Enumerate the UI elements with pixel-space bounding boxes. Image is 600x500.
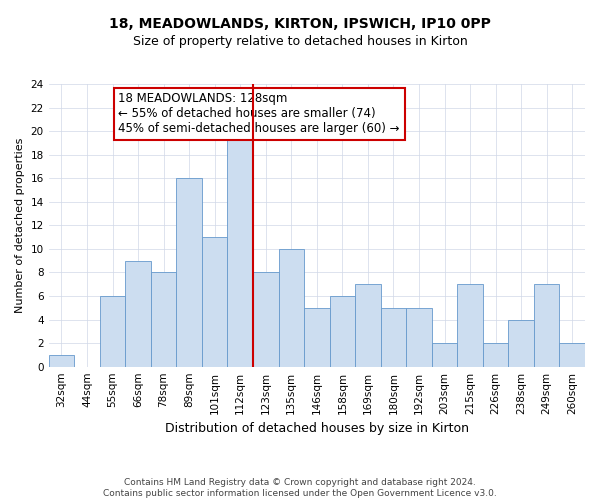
Bar [559, 343, 585, 366]
Bar [49, 355, 74, 366]
Text: Contains HM Land Registry data © Crown copyright and database right 2024.
Contai: Contains HM Land Registry data © Crown c… [103, 478, 497, 498]
Text: 18 MEADOWLANDS: 128sqm
← 55% of detached houses are smaller (74)
45% of semi-det: 18 MEADOWLANDS: 128sqm ← 55% of detached… [118, 92, 400, 136]
Bar [329, 296, 355, 366]
Bar [534, 284, 559, 366]
Bar [304, 308, 329, 366]
Bar [483, 343, 508, 366]
Bar [125, 260, 151, 366]
Text: 18, MEADOWLANDS, KIRTON, IPSWICH, IP10 0PP: 18, MEADOWLANDS, KIRTON, IPSWICH, IP10 0… [109, 18, 491, 32]
Bar [278, 249, 304, 366]
Bar [100, 296, 125, 366]
Bar [380, 308, 406, 366]
Text: Size of property relative to detached houses in Kirton: Size of property relative to detached ho… [133, 35, 467, 48]
Bar [432, 343, 457, 366]
Bar [253, 272, 278, 366]
X-axis label: Distribution of detached houses by size in Kirton: Distribution of detached houses by size … [165, 422, 469, 435]
Bar [202, 237, 227, 366]
Bar [355, 284, 380, 366]
Bar [508, 320, 534, 366]
Bar [176, 178, 202, 366]
Bar [406, 308, 432, 366]
Bar [457, 284, 483, 366]
Bar [227, 131, 253, 366]
Y-axis label: Number of detached properties: Number of detached properties [15, 138, 25, 313]
Bar [151, 272, 176, 366]
